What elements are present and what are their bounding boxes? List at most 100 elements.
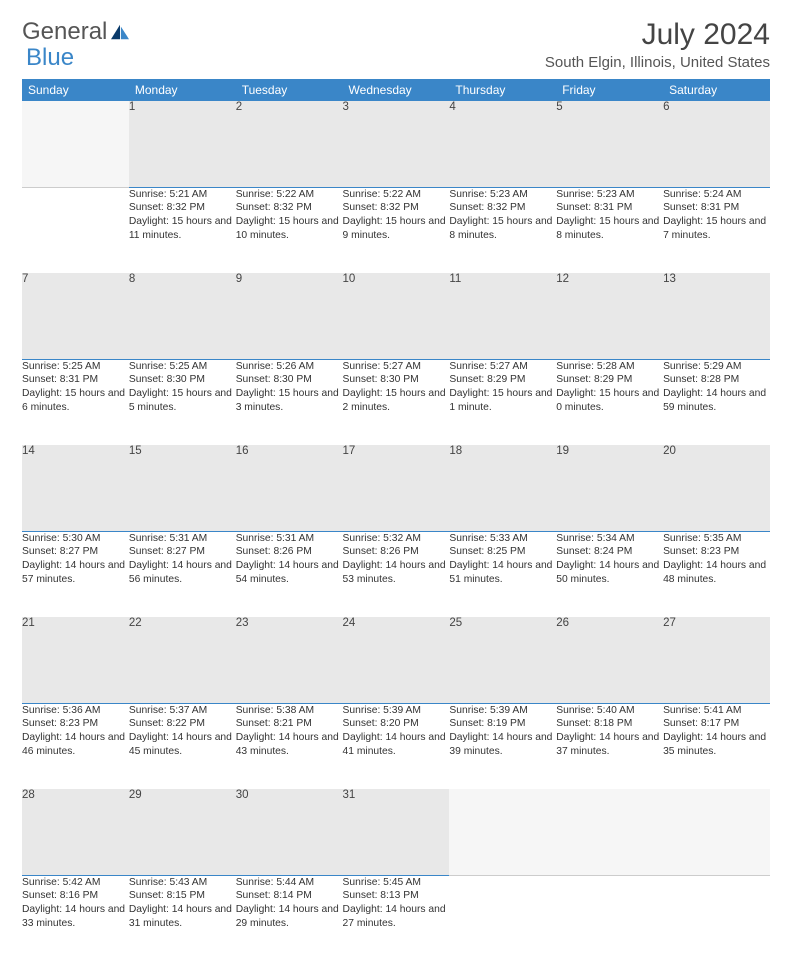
- day-content-cell: Sunrise: 5:21 AMSunset: 8:32 PMDaylight:…: [129, 187, 236, 273]
- sunset-text: Sunset: 8:30 PM: [129, 373, 236, 387]
- day-number-cell: 24: [343, 617, 450, 703]
- sunset-text: Sunset: 8:14 PM: [236, 889, 343, 903]
- sunset-text: Sunset: 8:26 PM: [343, 545, 450, 559]
- weekday-header: Sunday: [22, 79, 129, 101]
- day-number-cell: 19: [556, 445, 663, 531]
- day-content-cell: Sunrise: 5:37 AMSunset: 8:22 PMDaylight:…: [129, 703, 236, 789]
- sunrise-text: Sunrise: 5:22 AM: [343, 188, 450, 202]
- day-content-row: Sunrise: 5:30 AMSunset: 8:27 PMDaylight:…: [22, 531, 770, 617]
- day-number-row: 78910111213: [22, 273, 770, 359]
- sunrise-text: Sunrise: 5:25 AM: [22, 360, 129, 374]
- day-number-cell: [556, 789, 663, 875]
- sunset-text: Sunset: 8:15 PM: [129, 889, 236, 903]
- day-number-row: 123456: [22, 101, 770, 187]
- day-content-cell: Sunrise: 5:25 AMSunset: 8:31 PMDaylight:…: [22, 359, 129, 445]
- day-content-cell: Sunrise: 5:22 AMSunset: 8:32 PMDaylight:…: [343, 187, 450, 273]
- day-content-cell: Sunrise: 5:38 AMSunset: 8:21 PMDaylight:…: [236, 703, 343, 789]
- day-content-cell: Sunrise: 5:31 AMSunset: 8:26 PMDaylight:…: [236, 531, 343, 617]
- daylight-text: Daylight: 15 hours and 2 minutes.: [343, 387, 450, 415]
- weekday-header: Saturday: [663, 79, 770, 101]
- sunrise-text: Sunrise: 5:23 AM: [556, 188, 663, 202]
- day-content-row: Sunrise: 5:21 AMSunset: 8:32 PMDaylight:…: [22, 187, 770, 273]
- sunset-text: Sunset: 8:16 PM: [22, 889, 129, 903]
- sunset-text: Sunset: 8:28 PM: [663, 373, 770, 387]
- sunset-text: Sunset: 8:31 PM: [22, 373, 129, 387]
- sunrise-text: Sunrise: 5:28 AM: [556, 360, 663, 374]
- weekday-header: Thursday: [449, 79, 556, 101]
- daylight-text: Daylight: 15 hours and 5 minutes.: [129, 387, 236, 415]
- daylight-text: Daylight: 14 hours and 57 minutes.: [22, 559, 129, 587]
- day-number-cell: [22, 101, 129, 187]
- sunset-text: Sunset: 8:21 PM: [236, 717, 343, 731]
- sunrise-text: Sunrise: 5:37 AM: [129, 704, 236, 718]
- weekday-header: Wednesday: [343, 79, 450, 101]
- sunset-text: Sunset: 8:22 PM: [129, 717, 236, 731]
- sunrise-text: Sunrise: 5:40 AM: [556, 704, 663, 718]
- day-number-cell: 21: [22, 617, 129, 703]
- sunset-text: Sunset: 8:23 PM: [663, 545, 770, 559]
- day-number-cell: 12: [556, 273, 663, 359]
- daylight-text: Daylight: 15 hours and 3 minutes.: [236, 387, 343, 415]
- day-content-cell: Sunrise: 5:25 AMSunset: 8:30 PMDaylight:…: [129, 359, 236, 445]
- logo-sail-icon: [109, 23, 131, 41]
- day-number-cell: 7: [22, 273, 129, 359]
- sunrise-text: Sunrise: 5:41 AM: [663, 704, 770, 718]
- day-content-cell: Sunrise: 5:28 AMSunset: 8:29 PMDaylight:…: [556, 359, 663, 445]
- sunset-text: Sunset: 8:29 PM: [556, 373, 663, 387]
- daylight-text: Daylight: 14 hours and 46 minutes.: [22, 731, 129, 759]
- sunrise-text: Sunrise: 5:21 AM: [129, 188, 236, 202]
- daylight-text: Daylight: 14 hours and 29 minutes.: [236, 903, 343, 931]
- day-number-cell: 10: [343, 273, 450, 359]
- daylight-text: Daylight: 15 hours and 9 minutes.: [343, 215, 450, 243]
- daylight-text: Daylight: 14 hours and 33 minutes.: [22, 903, 129, 931]
- day-content-cell: Sunrise: 5:23 AMSunset: 8:31 PMDaylight:…: [556, 187, 663, 273]
- weekday-header: Monday: [129, 79, 236, 101]
- day-number-cell: 29: [129, 789, 236, 875]
- sunset-text: Sunset: 8:31 PM: [663, 201, 770, 215]
- day-content-cell: Sunrise: 5:30 AMSunset: 8:27 PMDaylight:…: [22, 531, 129, 617]
- day-number-cell: 5: [556, 101, 663, 187]
- sunrise-text: Sunrise: 5:22 AM: [236, 188, 343, 202]
- sunset-text: Sunset: 8:13 PM: [343, 889, 450, 903]
- sunrise-text: Sunrise: 5:32 AM: [343, 532, 450, 546]
- daylight-text: Daylight: 14 hours and 27 minutes.: [343, 903, 450, 931]
- day-content-cell: Sunrise: 5:33 AMSunset: 8:25 PMDaylight:…: [449, 531, 556, 617]
- sunset-text: Sunset: 8:26 PM: [236, 545, 343, 559]
- day-number-cell: 22: [129, 617, 236, 703]
- sunrise-text: Sunrise: 5:44 AM: [236, 876, 343, 890]
- day-content-cell: Sunrise: 5:36 AMSunset: 8:23 PMDaylight:…: [22, 703, 129, 789]
- daylight-text: Daylight: 14 hours and 43 minutes.: [236, 731, 343, 759]
- sunrise-text: Sunrise: 5:23 AM: [449, 188, 556, 202]
- day-content-cell: Sunrise: 5:29 AMSunset: 8:28 PMDaylight:…: [663, 359, 770, 445]
- day-content-cell: Sunrise: 5:26 AMSunset: 8:30 PMDaylight:…: [236, 359, 343, 445]
- day-content-cell: Sunrise: 5:40 AMSunset: 8:18 PMDaylight:…: [556, 703, 663, 789]
- header: General July 2024 South Elgin, Illinois,…: [22, 18, 770, 71]
- daylight-text: Daylight: 14 hours and 45 minutes.: [129, 731, 236, 759]
- sunrise-text: Sunrise: 5:43 AM: [129, 876, 236, 890]
- daylight-text: Daylight: 14 hours and 54 minutes.: [236, 559, 343, 587]
- location: South Elgin, Illinois, United States: [545, 54, 770, 71]
- weekday-header: Friday: [556, 79, 663, 101]
- day-content-cell: Sunrise: 5:27 AMSunset: 8:30 PMDaylight:…: [343, 359, 450, 445]
- sunset-text: Sunset: 8:18 PM: [556, 717, 663, 731]
- day-number-cell: 13: [663, 273, 770, 359]
- sunset-text: Sunset: 8:32 PM: [129, 201, 236, 215]
- sunset-text: Sunset: 8:30 PM: [343, 373, 450, 387]
- sunrise-text: Sunrise: 5:33 AM: [449, 532, 556, 546]
- day-number-cell: 3: [343, 101, 450, 187]
- sunrise-text: Sunrise: 5:45 AM: [343, 876, 450, 890]
- sunrise-text: Sunrise: 5:42 AM: [22, 876, 129, 890]
- day-number-cell: 14: [22, 445, 129, 531]
- month-title: July 2024: [545, 18, 770, 52]
- day-content-cell: [449, 875, 556, 961]
- day-number-cell: 27: [663, 617, 770, 703]
- sunrise-text: Sunrise: 5:31 AM: [129, 532, 236, 546]
- sunrise-text: Sunrise: 5:39 AM: [343, 704, 450, 718]
- daylight-text: Daylight: 14 hours and 59 minutes.: [663, 387, 770, 415]
- day-content-cell: Sunrise: 5:24 AMSunset: 8:31 PMDaylight:…: [663, 187, 770, 273]
- daylight-text: Daylight: 14 hours and 56 minutes.: [129, 559, 236, 587]
- logo: General: [22, 18, 133, 46]
- sunrise-text: Sunrise: 5:27 AM: [449, 360, 556, 374]
- day-number-cell: 15: [129, 445, 236, 531]
- daylight-text: Daylight: 15 hours and 10 minutes.: [236, 215, 343, 243]
